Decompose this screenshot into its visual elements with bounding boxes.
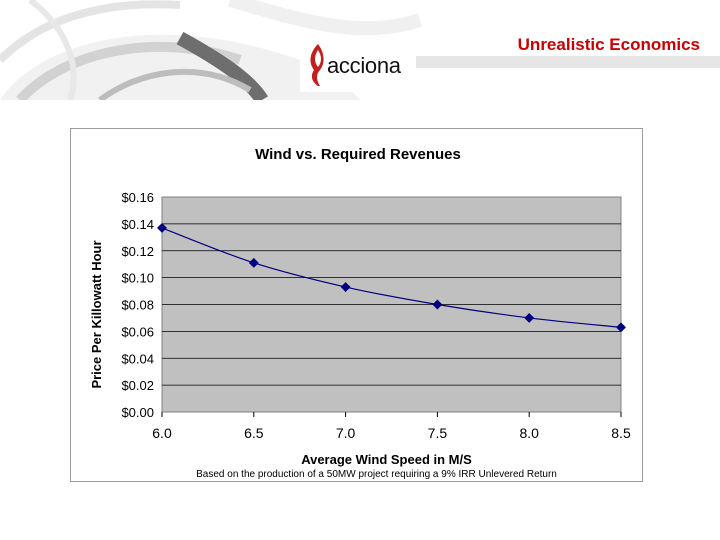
data-point	[248, 257, 259, 268]
x-tick-label: 8.5	[611, 425, 631, 441]
data-point	[157, 222, 167, 233]
y-tick-label: $0.08	[121, 298, 154, 313]
y-tick-label: $0.12	[121, 244, 154, 259]
chart-caption: Based on the production of a 50MW projec…	[196, 469, 557, 480]
header-rule	[416, 56, 720, 68]
decorative-swoosh	[0, 0, 423, 100]
brand-name: acciona	[327, 53, 401, 78]
y-tick-label: $0.14	[121, 217, 154, 232]
x-axis: 6.0 6.5 7.0 7.5 8.0 8.5	[152, 412, 631, 441]
leaf-icon	[310, 44, 324, 86]
y-axis: $0.00 $0.02 $0.04 $0.06 $0.08 $0.10 $0.12 $0.14…	[121, 190, 154, 420]
x-tick-label: 7.0	[336, 425, 356, 441]
y-tick-label: $0.00	[121, 405, 154, 420]
chart-title: Wind vs. Required Revenues	[255, 146, 461, 163]
x-tick-label: 8.0	[519, 425, 539, 441]
y-tick-label: $0.02	[121, 378, 154, 393]
header-banner: acciona Unrealistic Economics	[0, 0, 720, 100]
x-tick-label: 7.5	[428, 425, 448, 441]
chart-frame: Wind vs. Required Revenues $0.00 $0.02 $0.…	[70, 128, 643, 482]
data-point	[524, 312, 535, 323]
y-tick-label: $0.06	[121, 324, 154, 339]
y-tick-label: $0.04	[121, 351, 154, 366]
y-tick-label: $0.16	[121, 190, 154, 205]
y-axis-label: Price Per Killowatt Hour	[89, 240, 104, 388]
series-line	[161, 227, 622, 328]
grid-lines	[162, 223, 621, 386]
slide-title: Unrealistic Economics	[517, 35, 700, 54]
x-tick-label: 6.5	[244, 425, 264, 441]
y-tick-label: $0.10	[121, 271, 154, 286]
x-tick-label: 6.0	[152, 425, 172, 441]
brand-logo: acciona	[300, 40, 416, 92]
line-chart: Wind vs. Required Revenues $0.00$0.02$0.…	[89, 146, 631, 480]
x-axis-label: Average Wind Speed in M/S	[301, 452, 472, 467]
data-point	[616, 322, 626, 333]
